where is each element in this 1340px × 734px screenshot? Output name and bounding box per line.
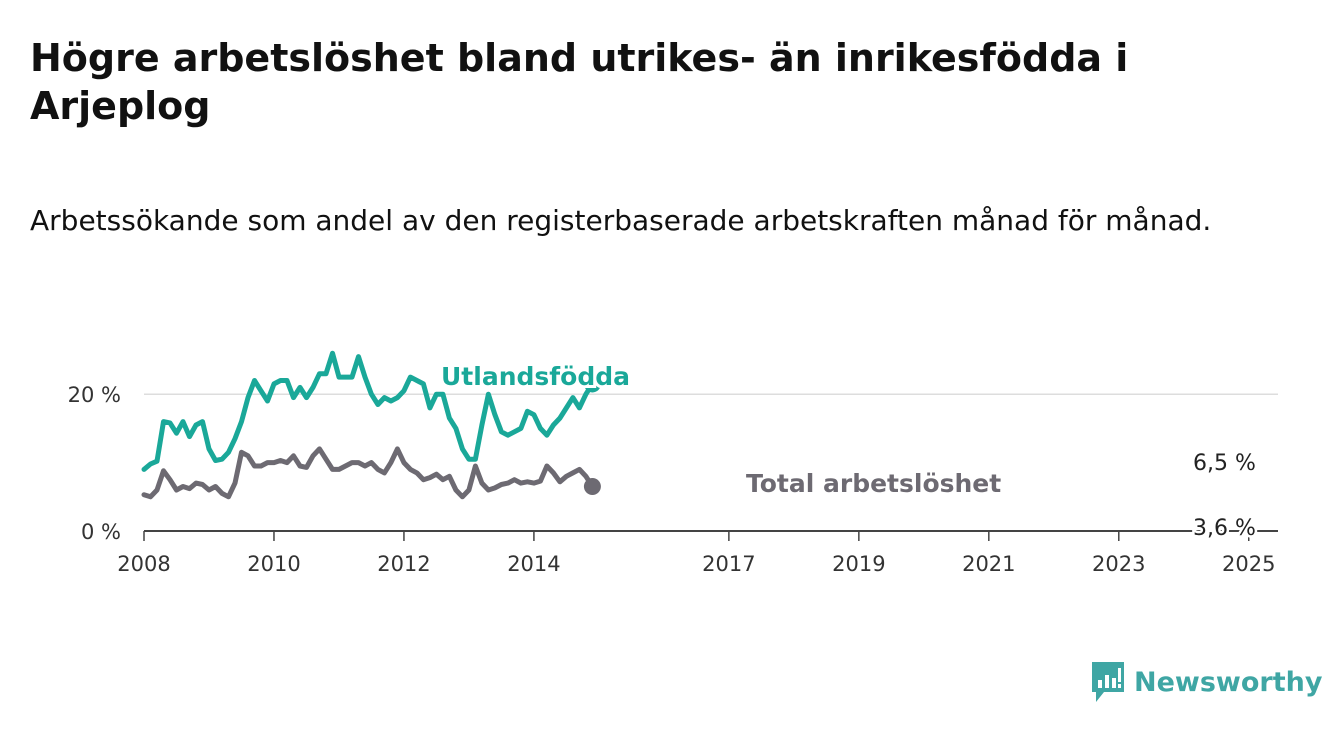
- x-tick-label-1: 2010: [247, 552, 300, 576]
- series-end-point-0: [583, 375, 601, 393]
- x-tick-label-8: 2025: [1222, 552, 1275, 576]
- x-tick-label-4: 2017: [702, 552, 755, 576]
- x-tick-label-5: 2019: [832, 552, 885, 576]
- series-end-point-1: [583, 478, 601, 496]
- newsworthy-logo-icon: [1092, 662, 1124, 702]
- series-line-1: [141, 446, 595, 500]
- series-end-label-1: 3,6 %: [1193, 516, 1256, 541]
- x-tick-label-6: 2021: [962, 552, 1015, 576]
- x-tick-label-7: 2023: [1092, 552, 1145, 576]
- y-tick-label-1: 20 %: [68, 383, 121, 407]
- series-label-0: Utlandsfödda: [441, 362, 630, 391]
- brand-logo: Newsworthy: [1090, 660, 1322, 704]
- x-tick-label-3: 2014: [507, 552, 560, 576]
- chart-subtitle: Arbetssökande som andel av den registerb…: [30, 204, 1212, 237]
- series-end-label-0: 6,5 %: [1193, 451, 1256, 476]
- chart-title: Högre arbetslöshet bland utrikes- än inr…: [30, 36, 1129, 128]
- brand-name: Newsworthy: [1134, 666, 1323, 698]
- series-label-1: Total arbetslöshet: [746, 469, 1001, 498]
- x-tick-label-2: 2012: [377, 552, 430, 576]
- y-tick-label-0: 0 %: [81, 520, 121, 544]
- x-tick-label-0: 2008: [117, 552, 170, 576]
- series-line-0: [141, 350, 595, 472]
